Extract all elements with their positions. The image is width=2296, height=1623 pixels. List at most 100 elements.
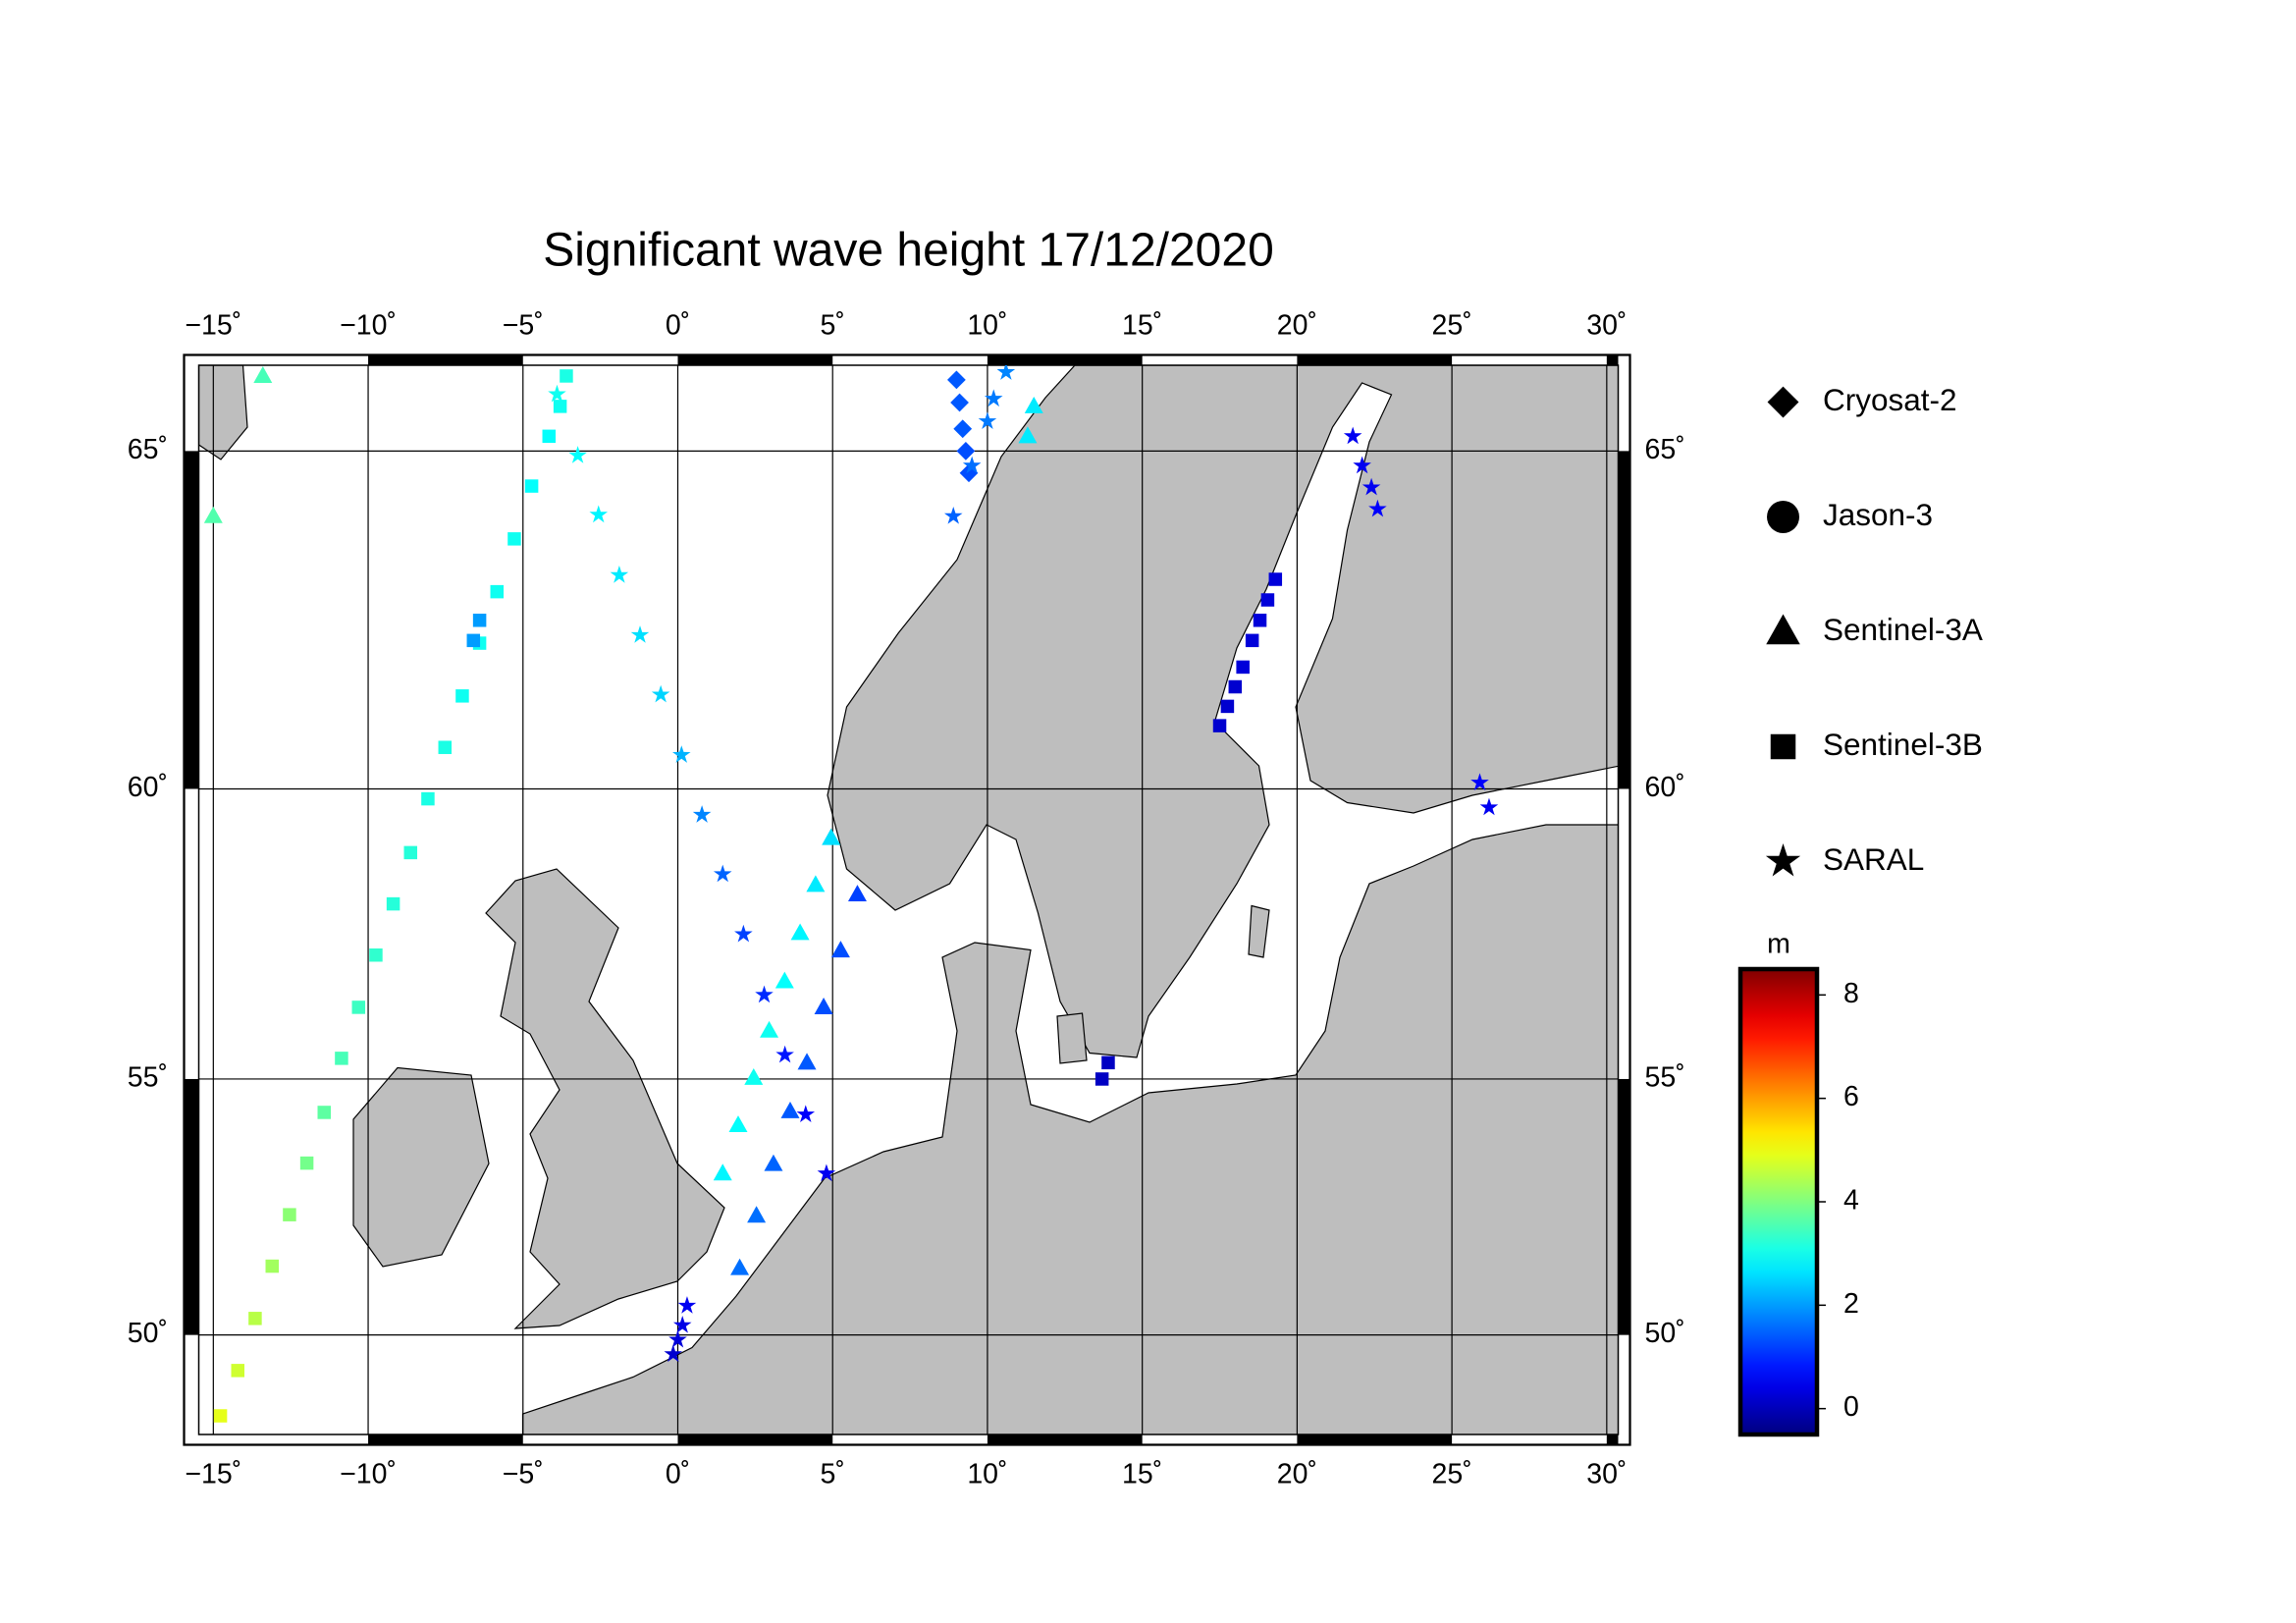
data-point xyxy=(1212,719,1227,732)
data-point xyxy=(213,1409,228,1423)
data-point xyxy=(953,419,973,439)
data-point xyxy=(996,365,1016,380)
data-point xyxy=(317,1106,332,1119)
data-point xyxy=(490,584,505,599)
data-point xyxy=(299,1156,314,1170)
legend-marker xyxy=(1767,501,1800,533)
data-point xyxy=(1470,773,1489,791)
frame-bar xyxy=(184,1078,199,1335)
x-tick-label: 25˚ xyxy=(1432,1459,1472,1490)
colorbar-label: m xyxy=(1767,929,1790,960)
data-point xyxy=(1236,660,1250,675)
data-point xyxy=(764,1154,783,1171)
colorbar-tick-label: 0 xyxy=(1843,1391,1859,1423)
legend-marker xyxy=(1770,733,1796,760)
data-point xyxy=(253,366,273,383)
data-point xyxy=(943,507,963,524)
legend-marker xyxy=(1765,842,1801,877)
data-point xyxy=(775,1045,794,1063)
frame-bar xyxy=(1618,451,1630,789)
data-point xyxy=(1343,426,1362,445)
data-point xyxy=(386,896,400,911)
x-tick-label: 0˚ xyxy=(666,310,690,342)
data-point xyxy=(1245,633,1259,648)
data-point xyxy=(610,566,629,583)
data-point xyxy=(713,864,732,883)
legend-label: Cryosat-2 xyxy=(1823,382,1957,417)
data-point xyxy=(560,369,573,383)
data-point xyxy=(847,885,867,901)
data-point xyxy=(203,506,223,523)
land xyxy=(1056,1012,1088,1064)
data-point xyxy=(231,1364,244,1378)
land xyxy=(827,365,1619,1058)
data-point xyxy=(438,740,453,754)
data-points xyxy=(203,365,1499,1423)
colorbar-tick-label: 4 xyxy=(1843,1185,1859,1217)
data-point xyxy=(677,1296,697,1314)
x-tick-label: −15˚ xyxy=(185,310,241,342)
data-point xyxy=(369,947,383,962)
land xyxy=(521,824,1619,1434)
data-point xyxy=(351,1001,366,1014)
data-point xyxy=(403,845,418,860)
data-point xyxy=(1260,593,1275,607)
data-point xyxy=(760,1020,779,1038)
legend-marker xyxy=(1767,386,1799,418)
data-point xyxy=(806,875,826,893)
data-point xyxy=(1253,614,1267,627)
data-point xyxy=(755,985,774,1003)
data-point xyxy=(548,384,566,403)
y-tick-label: 55˚ xyxy=(1645,1061,1685,1093)
frame-bar xyxy=(368,1434,523,1445)
data-point xyxy=(1228,679,1243,694)
data-point xyxy=(962,456,982,474)
data-point xyxy=(734,924,753,943)
x-tick-label: −15˚ xyxy=(185,1459,241,1490)
legend-label: SARAL xyxy=(1823,841,1924,877)
y-tick-label: 50˚ xyxy=(128,1318,168,1349)
colorbar-tick-label: 6 xyxy=(1843,1081,1859,1112)
y-tick-label: 60˚ xyxy=(1645,772,1685,803)
data-point xyxy=(1018,426,1038,444)
y-tick-label: 50˚ xyxy=(1645,1318,1685,1349)
data-point xyxy=(248,1312,262,1325)
data-point xyxy=(283,1208,296,1221)
data-point xyxy=(790,923,810,941)
x-tick-label: 5˚ xyxy=(821,1459,845,1490)
data-point xyxy=(774,971,794,989)
x-tick-label: 15˚ xyxy=(1122,310,1162,342)
data-point xyxy=(507,532,521,546)
data-point xyxy=(672,1316,692,1333)
data-point xyxy=(1101,1055,1115,1070)
frame-bar xyxy=(677,1434,833,1445)
y-tick-label: 65˚ xyxy=(1645,434,1685,465)
frame-bar xyxy=(1618,1078,1630,1335)
data-point xyxy=(1095,1072,1109,1086)
data-point xyxy=(542,429,557,444)
data-point xyxy=(466,633,481,648)
y-tick-label: 60˚ xyxy=(128,772,168,803)
colorbar xyxy=(1737,966,1820,1437)
data-point xyxy=(265,1259,280,1273)
y-tick-label: 65˚ xyxy=(128,434,168,465)
data-point xyxy=(956,441,976,460)
data-point xyxy=(796,1105,816,1123)
x-tick-label: 5˚ xyxy=(821,310,845,342)
data-point xyxy=(472,614,487,627)
data-point xyxy=(817,1163,836,1182)
x-tick-label: 30˚ xyxy=(1586,310,1627,342)
x-tick-label: 30˚ xyxy=(1586,1459,1627,1490)
data-point xyxy=(947,370,966,390)
data-point xyxy=(672,745,691,763)
x-tick-label: 20˚ xyxy=(1277,310,1317,342)
x-tick-label: −5˚ xyxy=(503,1459,544,1490)
colorbar-tick-label: 2 xyxy=(1843,1288,1859,1320)
data-point xyxy=(978,411,997,430)
data-point xyxy=(664,1344,683,1363)
x-tick-label: −10˚ xyxy=(340,1459,397,1490)
data-point xyxy=(1353,456,1371,474)
land xyxy=(352,1066,490,1268)
data-point xyxy=(780,1101,800,1118)
frame-bar xyxy=(184,451,199,789)
